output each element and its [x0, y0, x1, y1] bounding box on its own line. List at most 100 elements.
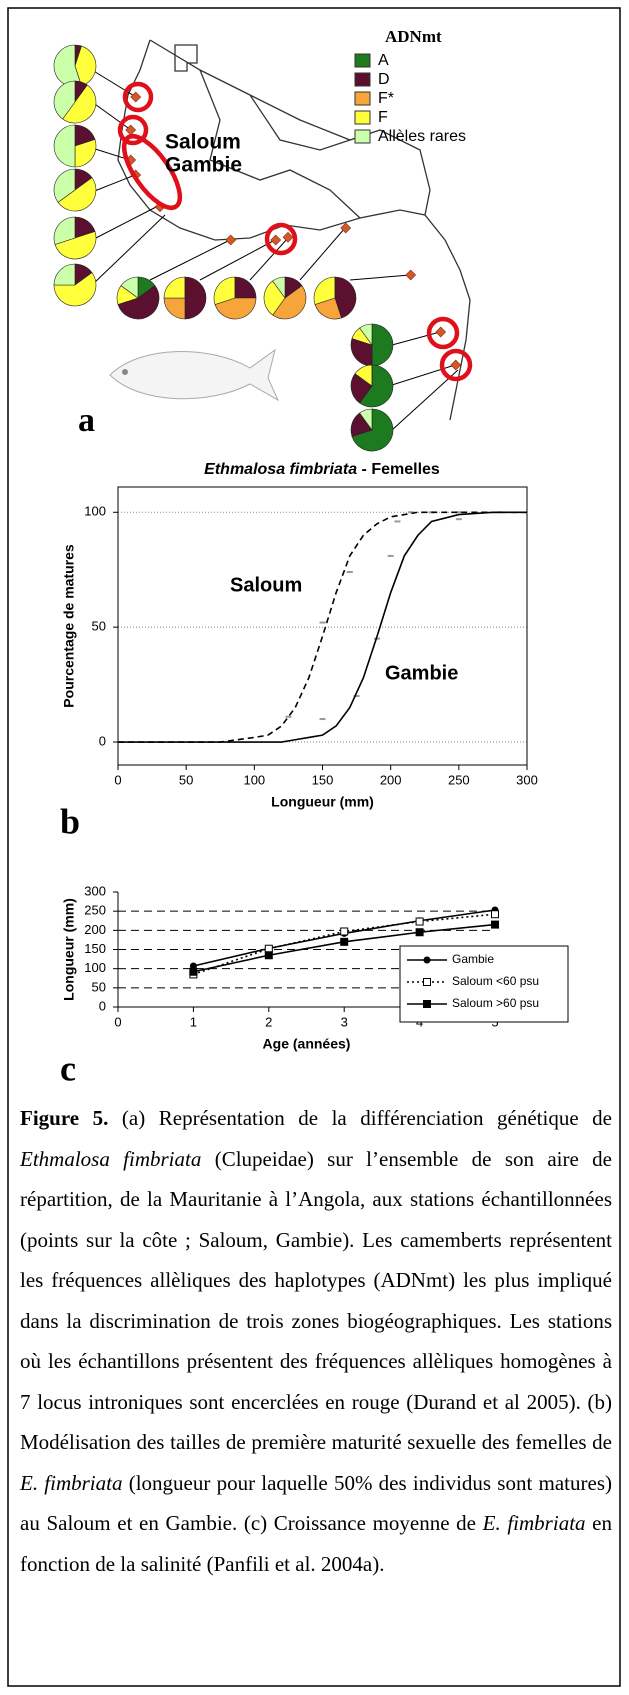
legend-swatch: [354, 53, 371, 68]
caption-part: (Clupeidae) sur l’ensemble de son aire d…: [20, 1146, 612, 1455]
series-line: [118, 511, 527, 743]
observation: [408, 511, 415, 514]
pie-slice: [359, 323, 373, 346]
series-line: [118, 511, 527, 743]
pie-slice: [350, 373, 373, 404]
title-part: Ethmalosa fimbriata: [204, 461, 357, 478]
legend-title: ADNmt: [385, 27, 442, 46]
series-annotation: Gambie: [385, 662, 458, 684]
observation: [319, 718, 326, 721]
pie-slice: [53, 216, 76, 245]
x-tick-label: 0: [114, 1014, 121, 1029]
caption-part: (longueur pour laquelle 50% des individu…: [20, 1470, 612, 1536]
pie-slice: [234, 276, 257, 299]
legend-label: F: [378, 109, 388, 126]
x-tick-label: 200: [380, 772, 402, 787]
chart-title: Ethmalosa fimbriata - Femelles: [204, 461, 440, 478]
pie-slice: [351, 408, 394, 452]
caption-part: E. fimbriata: [482, 1511, 586, 1535]
data-point: [189, 967, 198, 976]
legend-swatch: [354, 129, 371, 144]
pie-slice: [163, 276, 186, 299]
plot-frame: [117, 486, 528, 766]
observation: [285, 715, 292, 718]
pie-slice: [314, 297, 342, 320]
y-tick-label: 100: [84, 960, 106, 975]
caption-part: (a) Représentation de la différenciation…: [108, 1106, 612, 1130]
legend-marker: [423, 956, 431, 964]
observation: [387, 554, 394, 557]
x-tick-label: 150: [312, 772, 334, 787]
data-point: [340, 927, 349, 936]
pie-slice: [313, 276, 336, 305]
panel-label: c: [60, 1048, 76, 1088]
y-tick-label: 0: [99, 733, 106, 748]
legend-swatch: [354, 72, 371, 87]
x-tick-label: 300: [516, 772, 538, 787]
pie-slice: [163, 297, 186, 320]
fish: [109, 348, 280, 402]
pie-slice: [272, 285, 307, 320]
pie-slice: [53, 263, 76, 286]
connectors: [91, 69, 459, 431]
x-tick-label: 3: [341, 1014, 348, 1029]
pie-slice: [263, 280, 286, 316]
map-label: Gambie: [165, 154, 242, 177]
observation: [353, 695, 360, 698]
data-point: [264, 951, 273, 960]
frame: [7, 7, 621, 1687]
pie-slice: [53, 168, 76, 203]
pie-slice: [359, 364, 394, 408]
y-tick-label: 50: [92, 619, 106, 634]
x-axis-label: Longueur (mm): [271, 794, 374, 810]
legend-label: Saloum >60 psu: [452, 996, 539, 1010]
y-tick-label: 250: [84, 903, 106, 918]
panel-label: a: [78, 402, 95, 439]
pie-slice: [272, 276, 286, 299]
data-point: [340, 937, 349, 946]
x-tick-label: 0: [114, 772, 121, 787]
pie-slice: [117, 285, 160, 320]
pie-slice: [53, 272, 97, 307]
title-part: - Femelles: [357, 461, 440, 478]
panel-label: b: [60, 801, 80, 841]
pie-slice: [334, 276, 357, 319]
y-tick-label: 100: [84, 504, 106, 519]
x-tick-label: 2: [265, 1014, 272, 1029]
y-tick-label: 50: [92, 979, 106, 994]
caption-part: Figure 5.: [20, 1106, 109, 1130]
y-tick-label: 300: [84, 883, 106, 898]
caption: Figure 5. (a) Représentation de la diffé…: [20, 1098, 612, 1584]
pie-slice: [120, 276, 139, 299]
map-label: Saloum: [165, 131, 241, 154]
pie-slice: [213, 276, 236, 305]
series-annotation: Saloum: [230, 574, 302, 596]
observation: [455, 518, 462, 521]
data-point: [415, 928, 424, 937]
pie-slice: [359, 408, 373, 431]
legend-label: Saloum <60 psu: [452, 974, 539, 988]
caption-part: E. fimbriata: [20, 1470, 123, 1495]
y-tick-label: 150: [84, 941, 106, 956]
x-axis-label: Age (années): [263, 1036, 351, 1052]
pie-slice: [54, 231, 97, 260]
data-point: [264, 944, 273, 953]
legend-marker: [423, 978, 431, 986]
pie-slice: [53, 80, 76, 120]
pie-slice: [53, 124, 76, 168]
data-point: [491, 910, 499, 919]
x-tick-label: 100: [243, 772, 265, 787]
y-tick-label: 200: [84, 922, 106, 937]
legend-label: A: [378, 52, 389, 69]
caption-part: en fonction de la salinité (Panfili et a…: [20, 1511, 612, 1576]
caption-part: Ethmalosa fimbriata: [20, 1146, 202, 1171]
pie-slice: [74, 139, 97, 168]
pie-slice: [57, 177, 97, 212]
pie-slice: [62, 84, 97, 124]
y-tick-label: 0: [99, 998, 106, 1013]
y-axis-label: Pourcentage de matures: [61, 544, 77, 708]
observation: [346, 571, 353, 574]
pie-slice: [214, 297, 257, 320]
data-point: [415, 917, 424, 926]
x-tick-label: 250: [448, 772, 470, 787]
